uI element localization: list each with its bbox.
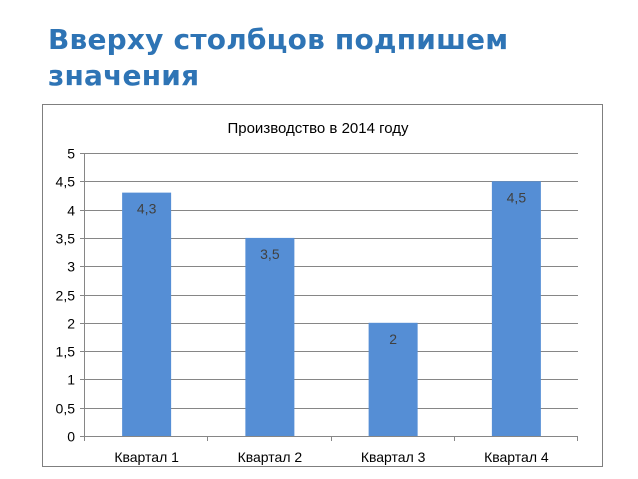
y-tick-label: 4,5	[56, 174, 76, 190]
data-label: 3,5	[260, 246, 280, 262]
data-label: 2	[389, 331, 397, 347]
chart-title: Производство в 2014 году	[227, 120, 409, 137]
data-labels: 4,3 3,5 2 4,5	[137, 189, 527, 347]
data-label: 4,5	[507, 189, 527, 205]
y-tick-label: 1	[67, 372, 75, 388]
x-axis: Квартал 1 Квартал 2 Квартал 3 Квартал 4	[84, 153, 578, 465]
bars	[122, 181, 541, 436]
bar	[368, 322, 418, 436]
data-label: 4,3	[137, 201, 157, 217]
bar	[245, 237, 295, 436]
x-tick-label: Квартал 2	[238, 449, 303, 465]
bar	[122, 192, 172, 436]
y-tick-label: 4	[67, 203, 75, 219]
y-tick-label: 0	[67, 429, 75, 445]
chart-frame: Производство в 2014 году 0 0,5 1 1,5 2 2,5 3 3,…	[42, 104, 603, 467]
y-tick-label: 1,5	[56, 344, 76, 360]
y-tick-label: 3	[67, 259, 75, 275]
bar	[491, 181, 541, 436]
y-tick-label: 3,5	[56, 231, 76, 247]
y-axis-ticks: 0 0,5 1 1,5 2 2,5 3 3,5 4 4,5 5	[56, 146, 85, 445]
y-tick-label: 2,5	[56, 288, 76, 304]
x-tick-label: Квартал 4	[484, 449, 549, 465]
bar-chart: Производство в 2014 году 0 0,5 1 1,5 2 2,5 3 3,…	[56, 120, 578, 465]
y-tick-label: 0,5	[56, 401, 76, 417]
x-tick-label: Квартал 1	[114, 449, 179, 465]
y-tick-label: 5	[67, 146, 75, 162]
y-tick-label: 2	[67, 316, 75, 332]
x-tick-label: Квартал 3	[361, 449, 426, 465]
slide-title: Вверху столбцов подпишем значения	[48, 23, 509, 92]
